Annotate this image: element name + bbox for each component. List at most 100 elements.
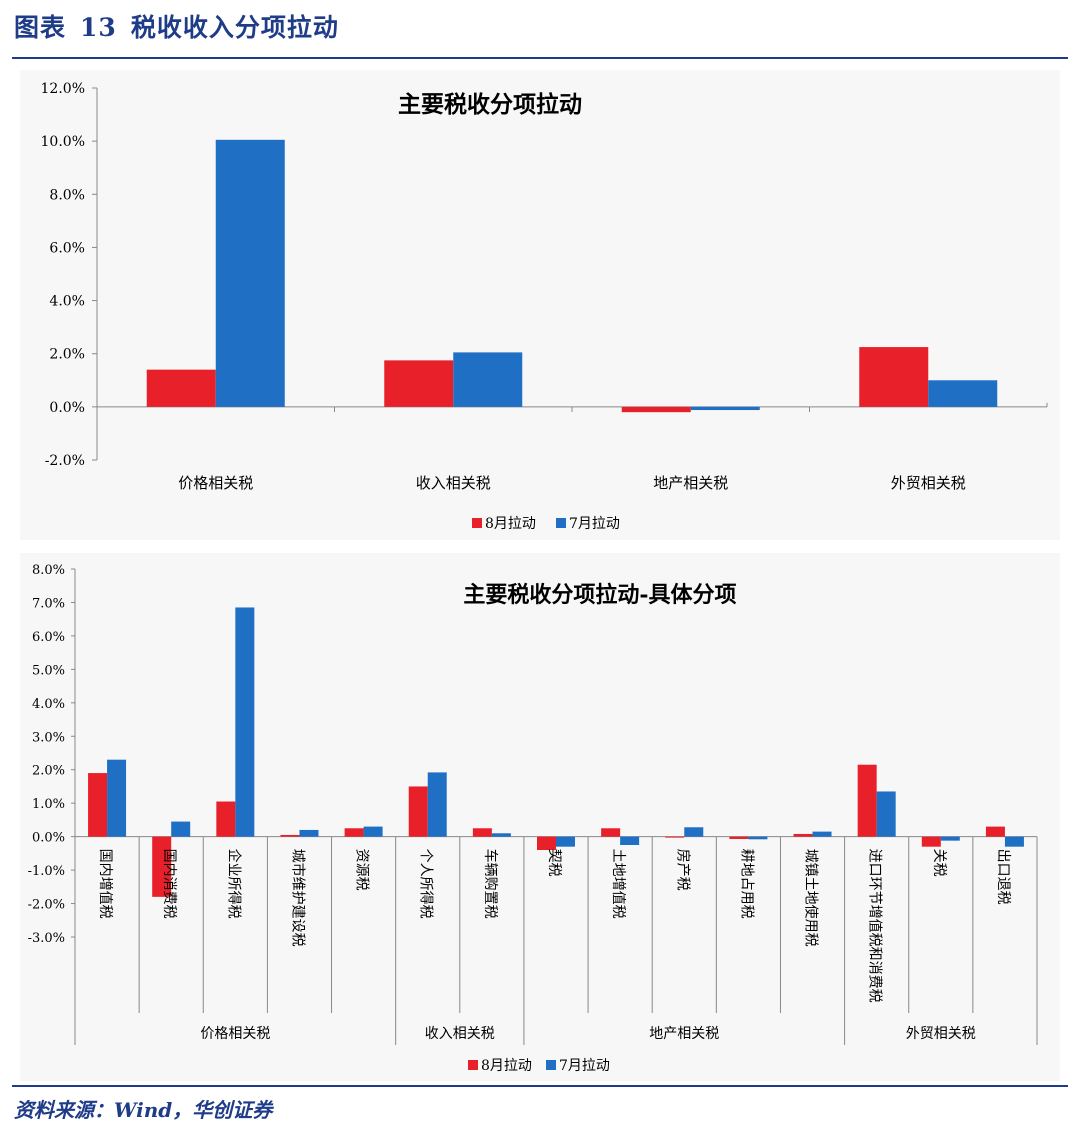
chart-panel-main: 主要税收分项拉动 12.0% 10.0% 8.0% 6.0% 4.0% 2.0% 0.0% -2… [20,70,1060,540]
y-tick-label: -2.0% [45,453,85,469]
top-rule [12,57,1068,59]
bar-jul [299,829,319,837]
x-tick-label: 契税 [546,849,562,877]
bar-jul [684,827,704,837]
x-tick-label: 地产相关税 [653,474,728,492]
y-tick-label: 3.0% [32,730,65,745]
y-tick-label: 12.0% [41,81,85,97]
bar-aug [88,773,108,837]
bar-aug [665,836,685,838]
legend-label: 7月拉动 [569,516,620,532]
bar-jul [940,836,960,841]
bar-aug [857,764,877,837]
y-tick-label: -3.0% [28,931,65,946]
chart-title: 主要税收分项拉动 [398,91,582,118]
bar-aug [621,406,691,413]
detail-tax-chart: 主要税收分项拉动-具体分项 8.0% 7.0% 6.0% 5.0% 4.0% 3.0% 2.0… [28,563,1038,1074]
legend-swatch [472,518,482,528]
bar-jul [812,831,832,837]
legend-label: 8月拉动 [481,1058,532,1074]
bar-jul [690,406,760,411]
x-tick-label: 房产税 [674,849,690,891]
bar-jul [107,759,127,837]
bar-jul [748,836,768,840]
x-tick-label: 城镇土地使用税 [803,849,820,947]
figure-label: 图表 [14,13,67,42]
y-tick-label: 7.0% [32,596,65,611]
chart-panel-detail: 主要税收分项拉动-具体分项 8.0% 7.0% 6.0% 5.0% 4.0% 3.0% 2.0… [20,553,1060,1081]
y-tick-label: -1.0% [28,864,65,879]
bar-jul [928,380,998,407]
bar-aug [146,369,216,407]
x-tick-label: 企业所得税 [225,849,242,919]
y-tick-label: 8.0% [32,563,65,578]
y-tick-label: -2.0% [28,898,65,913]
bar-jul [235,607,255,837]
bar-aug [152,836,172,897]
x-tick-label: 资源税 [354,849,370,891]
bar-aug [985,826,1005,837]
legend-swatch [468,1060,478,1070]
main-tax-chart: 主要税收分项拉动 12.0% 10.0% 8.0% 6.0% 4.0% 2.0% 0.0% -2… [41,81,1048,532]
bar-aug [729,836,749,839]
legend-label: 7月拉动 [559,1058,610,1074]
bar-aug [601,828,621,837]
figure-title-text: 税收收入分项拉动 [130,13,339,42]
bar-aug [216,801,236,837]
y-tick-label: 4.0% [49,294,85,310]
y-tick-label: 10.0% [41,134,85,150]
bar-aug [793,833,813,837]
legend-label: 8月拉动 [485,516,536,532]
bottom-rule [12,1085,1068,1087]
y-tick-label: 5.0% [32,663,65,678]
group-label: 地产相关税 [649,1026,719,1042]
y-tick-label: 2.0% [32,764,65,779]
x-tick-label: 国内增值税 [97,849,113,919]
x-tick-label: 车辆购置税 [482,849,499,919]
bar-jul [427,772,447,837]
y-tick-label: 2.0% [49,347,85,363]
y-tick-label: 0.0% [49,400,85,416]
chart-title: 主要税收分项拉动-具体分项 [463,582,736,608]
group-label: 外贸相关税 [906,1026,976,1042]
x-tick-label: 国内消费税 [161,849,177,919]
legend-swatch [546,1060,556,1070]
legend-swatch [556,518,566,528]
bar-jul [556,836,575,847]
bar-aug [384,360,454,407]
y-tick-label: 0.0% [32,831,65,846]
bar-aug [472,828,492,837]
x-tick-label: 外贸相关税 [891,474,966,492]
bar-jul [876,791,896,837]
y-tick-label: 4.0% [32,697,65,712]
x-tick-label: 进口环节增值税和消费税 [867,849,883,1003]
bar-jul [491,833,511,837]
bar-aug [859,347,929,407]
bar-jul [453,352,523,407]
y-tick-label: 6.0% [49,240,85,256]
group-label: 收入相关税 [425,1026,495,1042]
bar-jul [363,826,383,837]
bar-jul [171,821,191,837]
bar-aug [921,836,941,847]
figure-title: 图表 13 税收收入分项拉动 [14,8,353,48]
bar-aug [344,828,364,837]
x-tick-label: 出口退税 [995,849,1011,905]
y-tick-label: 8.0% [49,187,85,203]
x-tick-label: 个人所得税 [418,849,435,919]
x-tick-label: 收入相关税 [416,474,491,492]
y-tick-label: 6.0% [32,630,65,645]
bar-jul [215,139,285,407]
x-tick-label: 关税 [931,849,947,877]
figure-number: 13 [80,13,117,42]
y-tick-label: 1.0% [32,797,65,812]
bar-jul [1004,836,1024,847]
bar-aug [408,786,428,837]
x-tick-label: 耕地占用税 [738,849,755,919]
x-tick-label: 城市维护建设税 [289,849,306,947]
x-tick-label: 土地增值税 [610,849,626,919]
x-tick-label: 价格相关税 [178,474,253,492]
bar-jul [620,836,640,845]
bar-aug [280,834,300,837]
group-label: 价格相关税 [200,1026,270,1042]
